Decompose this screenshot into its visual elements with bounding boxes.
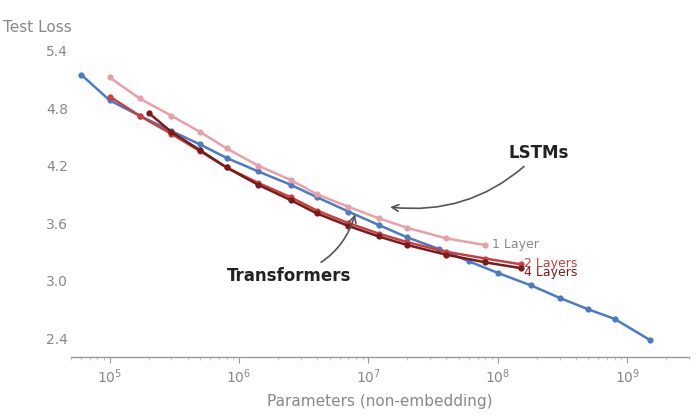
- Text: Test Loss: Test Loss: [3, 20, 71, 35]
- X-axis label: Parameters (non-embedding): Parameters (non-embedding): [267, 394, 493, 409]
- Text: 1 Layer: 1 Layer: [492, 238, 539, 251]
- Text: 4 Layers: 4 Layers: [524, 266, 577, 279]
- Text: 2 Layers: 2 Layers: [524, 257, 577, 270]
- Text: Transformers: Transformers: [227, 216, 356, 285]
- Text: LSTMs: LSTMs: [392, 144, 568, 211]
